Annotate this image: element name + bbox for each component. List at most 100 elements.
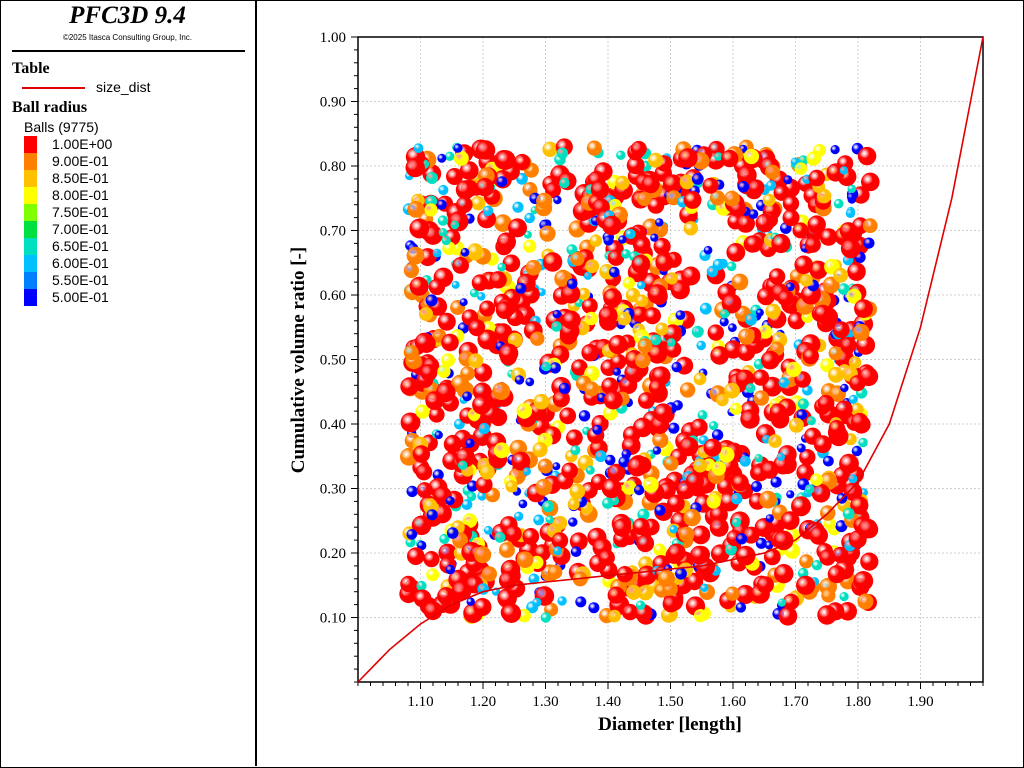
ball	[498, 343, 519, 364]
ball	[607, 586, 625, 604]
ball	[710, 346, 729, 365]
ball	[415, 463, 433, 481]
ball	[444, 434, 462, 452]
ball	[830, 145, 840, 155]
ball	[569, 483, 586, 500]
ball	[413, 143, 424, 154]
ball	[720, 309, 730, 319]
ball	[773, 184, 790, 201]
ball	[786, 361, 802, 377]
x-tick-label: 1.60	[720, 694, 746, 710]
ball	[703, 245, 713, 255]
ball	[585, 259, 600, 274]
x-tick-label: 1.50	[657, 694, 683, 710]
colorbar-label: 8.00E-01	[52, 187, 109, 203]
ball	[647, 197, 665, 214]
ball	[652, 446, 662, 455]
ball	[685, 472, 705, 491]
ball	[455, 180, 475, 200]
ball	[735, 545, 756, 566]
ball	[493, 442, 510, 459]
ball	[621, 603, 639, 621]
ball	[601, 478, 622, 499]
ball	[833, 267, 849, 283]
ball	[584, 311, 599, 326]
ball	[466, 491, 477, 502]
colorbar-label: 6.00E-01	[52, 255, 109, 271]
ball	[423, 601, 443, 621]
ball	[634, 484, 645, 496]
colorbar-swatch	[24, 170, 37, 187]
ball	[428, 278, 446, 296]
ball	[858, 437, 868, 448]
ball	[417, 540, 427, 551]
ball	[839, 592, 849, 602]
ball	[547, 564, 563, 580]
ball	[409, 218, 430, 239]
ball	[648, 379, 666, 396]
ball	[735, 584, 756, 605]
ball	[667, 494, 685, 513]
ball	[635, 294, 648, 308]
ball	[765, 514, 774, 523]
ball	[437, 215, 449, 226]
ball	[809, 260, 828, 280]
ball	[721, 293, 742, 314]
ball	[848, 530, 867, 549]
ball	[583, 271, 593, 280]
y-axis-label: Cumulative volume ratio [-]	[288, 247, 309, 473]
ball	[581, 344, 599, 362]
ball	[436, 199, 447, 210]
ball	[780, 511, 800, 530]
x-tick-label: 1.30	[532, 694, 558, 710]
ball	[471, 274, 489, 292]
ball	[468, 353, 484, 369]
ball	[475, 140, 496, 160]
ball	[598, 306, 618, 326]
ball	[809, 526, 828, 545]
ball	[416, 482, 433, 499]
ball	[515, 282, 527, 294]
ball	[683, 221, 698, 236]
ball	[667, 543, 686, 562]
ball	[728, 323, 737, 333]
ball	[840, 383, 849, 393]
ball	[787, 311, 806, 330]
ball	[794, 255, 813, 275]
ball	[445, 151, 455, 161]
ball	[525, 259, 542, 276]
ball	[528, 573, 540, 585]
size-dist-label: size_dist	[96, 79, 151, 95]
ball	[406, 246, 425, 265]
ball	[625, 229, 635, 239]
ball	[559, 177, 570, 189]
ball	[791, 496, 811, 517]
ball	[736, 214, 755, 233]
ball	[409, 276, 429, 296]
ball	[739, 455, 751, 467]
ball	[561, 310, 581, 330]
ball	[460, 366, 475, 381]
ball	[765, 164, 780, 180]
ball	[400, 412, 421, 433]
ball	[638, 392, 655, 409]
ball	[603, 288, 622, 308]
ball	[810, 473, 823, 487]
ball	[426, 568, 440, 582]
ball	[615, 175, 630, 190]
ball	[712, 258, 725, 271]
ball	[575, 596, 587, 608]
axis-ticks: 1.10 1.20 1.30 1.40 1.50 1.60 1.70 1.80 1.90 0.10…	[320, 30, 984, 710]
colorbar-label: 5.00E-01	[52, 289, 109, 305]
ball	[655, 218, 664, 227]
ball	[663, 174, 682, 194]
ball	[479, 300, 496, 317]
ball	[678, 526, 695, 543]
ball	[817, 605, 837, 625]
ball	[462, 513, 478, 528]
ball	[667, 338, 676, 347]
ball	[420, 364, 438, 382]
ball	[635, 352, 651, 369]
ball	[718, 446, 735, 463]
ball	[501, 603, 522, 623]
